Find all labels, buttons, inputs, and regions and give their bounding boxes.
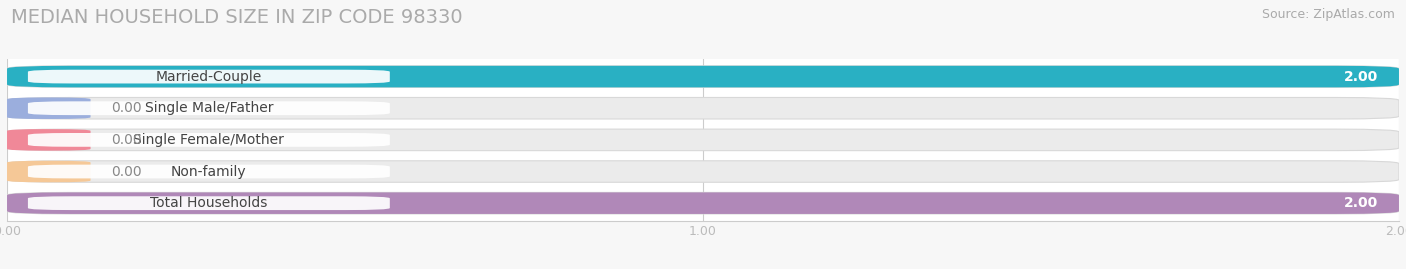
FancyBboxPatch shape xyxy=(28,101,389,115)
Text: 2.00: 2.00 xyxy=(1344,196,1378,210)
Text: 2.00: 2.00 xyxy=(1344,70,1378,84)
FancyBboxPatch shape xyxy=(7,161,1399,182)
FancyBboxPatch shape xyxy=(7,161,90,182)
FancyBboxPatch shape xyxy=(7,192,1399,214)
FancyBboxPatch shape xyxy=(28,196,389,210)
Text: Total Households: Total Households xyxy=(150,196,267,210)
Text: 0.00: 0.00 xyxy=(111,101,142,115)
FancyBboxPatch shape xyxy=(7,192,1399,214)
Text: 0.00: 0.00 xyxy=(111,165,142,179)
FancyBboxPatch shape xyxy=(7,129,1399,151)
Text: Married-Couple: Married-Couple xyxy=(156,70,262,84)
Text: Source: ZipAtlas.com: Source: ZipAtlas.com xyxy=(1261,8,1395,21)
FancyBboxPatch shape xyxy=(28,133,389,147)
Text: MEDIAN HOUSEHOLD SIZE IN ZIP CODE 98330: MEDIAN HOUSEHOLD SIZE IN ZIP CODE 98330 xyxy=(11,8,463,27)
FancyBboxPatch shape xyxy=(7,129,90,151)
Text: Non-family: Non-family xyxy=(172,165,246,179)
Text: 0.00: 0.00 xyxy=(111,133,142,147)
FancyBboxPatch shape xyxy=(7,97,1399,119)
FancyBboxPatch shape xyxy=(7,66,1399,87)
FancyBboxPatch shape xyxy=(28,165,389,178)
Text: Single Female/Mother: Single Female/Mother xyxy=(134,133,284,147)
Text: Single Male/Father: Single Male/Father xyxy=(145,101,273,115)
FancyBboxPatch shape xyxy=(28,70,389,83)
FancyBboxPatch shape xyxy=(7,66,1399,87)
FancyBboxPatch shape xyxy=(7,97,90,119)
